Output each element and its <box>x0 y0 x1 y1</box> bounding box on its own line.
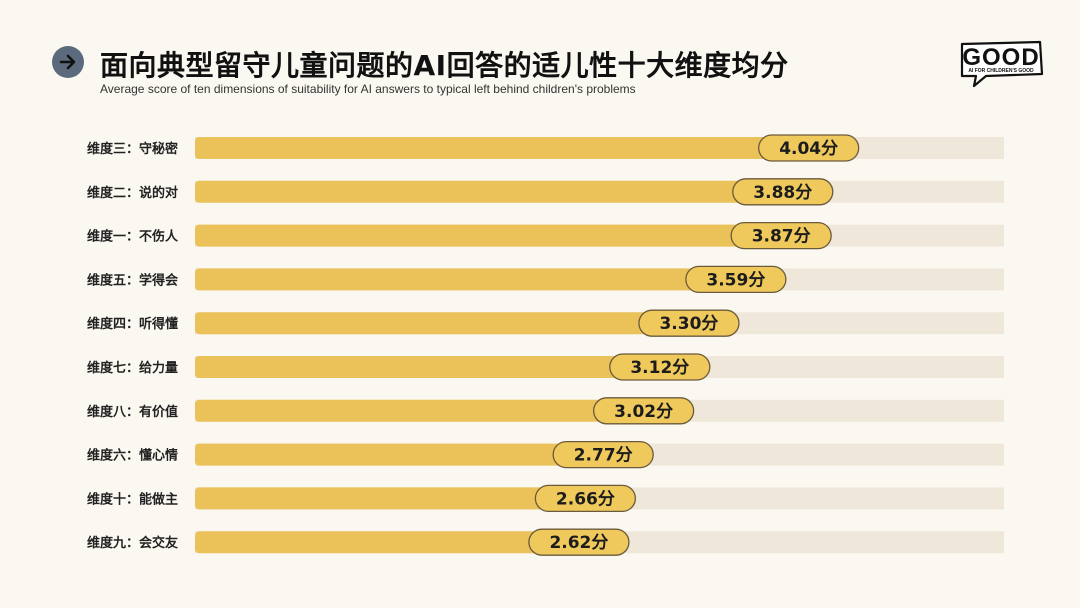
category-label: 维度四：听得懂 <box>87 316 178 332</box>
bar <box>195 356 700 378</box>
category-label: 维度一：不伤人 <box>87 229 179 245</box>
bar <box>195 268 776 291</box>
value-pill <box>534 484 637 513</box>
category-label: 维度三：守秘密 <box>87 141 178 157</box>
category-label: 维度五：学得会 <box>87 272 179 288</box>
value-pill <box>592 397 695 425</box>
logo-wordmark: GOOD <box>962 44 1040 71</box>
page-subtitle: Average score of ten dimensions of suita… <box>100 82 636 96</box>
arrow-right-icon-glyph <box>59 54 76 70</box>
category-label: 维度二：说的对 <box>87 185 178 201</box>
value-label: 3.87分 <box>752 227 811 247</box>
bar <box>195 531 619 554</box>
value-label: 2.66分 <box>556 489 615 509</box>
category-label: 维度九：会交友 <box>87 535 178 551</box>
value-pill <box>528 528 630 556</box>
bar <box>195 399 684 422</box>
category-label: 维度七：给力量 <box>87 360 178 376</box>
bar <box>195 224 822 247</box>
bar <box>195 137 849 159</box>
good-logo: GOOD AI FOR CHILDREN'S GOOD <box>956 38 1046 90</box>
value-pill <box>758 134 860 162</box>
value-pill <box>685 265 787 294</box>
value-label: 2.77分 <box>574 446 633 466</box>
logo-badge-shape <box>960 40 1044 88</box>
value-label: 2.62分 <box>549 533 608 553</box>
value-label: 3.02分 <box>614 402 673 422</box>
bar <box>195 443 644 466</box>
value-pill <box>638 309 740 337</box>
value-pill <box>730 221 832 250</box>
value-label: 4.04分 <box>779 139 838 159</box>
value-pill <box>732 178 834 206</box>
value-label: 3.88分 <box>753 183 812 203</box>
page-title: 面向典型留守儿童问题的AI回答的适儿性十大维度均分 <box>100 49 789 82</box>
category-label: 维度八：有价值 <box>87 404 178 420</box>
category-label: 维度六：懂心情 <box>87 448 178 464</box>
bar <box>195 312 729 335</box>
arrow-right-icon <box>52 46 84 78</box>
category-label: 维度十：能做主 <box>87 491 178 507</box>
value-label: 3.59分 <box>706 270 765 290</box>
value-pill <box>552 440 654 469</box>
value-label: 3.30分 <box>659 314 718 334</box>
bar <box>195 487 626 510</box>
value-label: 3.12分 <box>630 358 689 378</box>
logo-tagline: AI FOR CHILDREN'S GOOD <box>968 68 1034 74</box>
bar <box>195 180 823 203</box>
value-pill <box>609 353 711 381</box>
